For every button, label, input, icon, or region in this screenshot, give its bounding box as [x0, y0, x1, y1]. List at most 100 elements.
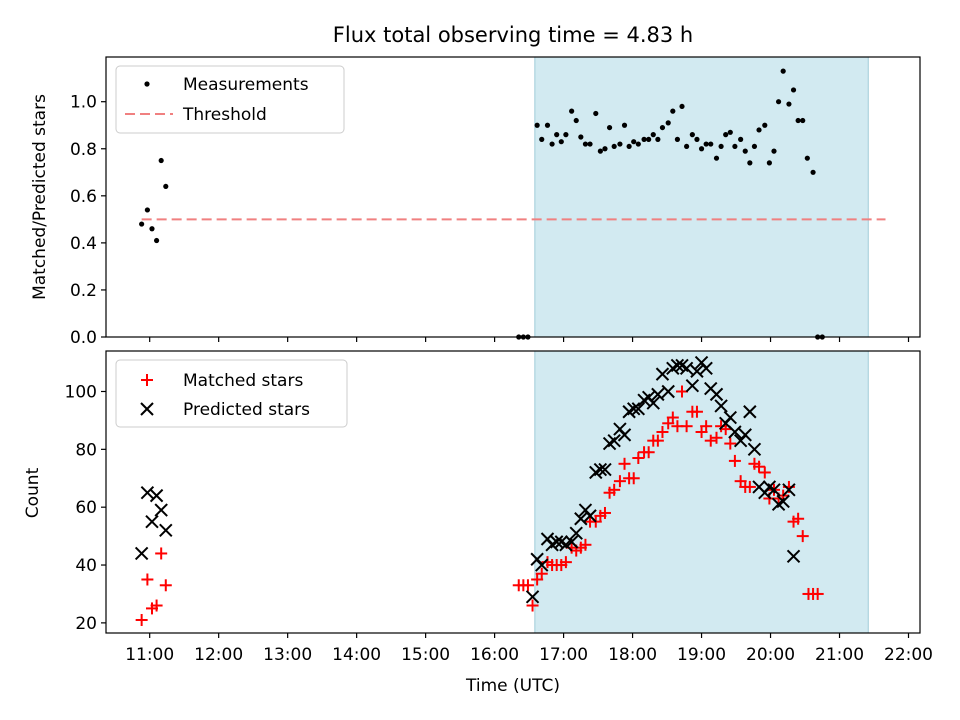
legend-marker-measurements: [144, 81, 150, 87]
matched-star-point: [811, 587, 824, 600]
predicted-star-point: [525, 590, 540, 604]
measurement-point: [617, 141, 623, 147]
x-tick-label: 21:00: [815, 645, 864, 665]
measurement-point: [698, 146, 705, 152]
predicted-star-point: [564, 535, 579, 549]
measurement-point: [771, 148, 777, 154]
predicted-star-point: [699, 361, 713, 376]
ratio-panel: 0.0 0.2 0.4 0.6 0.8 1.0 Matched/Predicted sta…: [30, 56, 921, 348]
predicted-star-point: [646, 396, 660, 410]
x-tick-label: 14:00: [332, 645, 381, 665]
matched-star-point: [526, 599, 539, 612]
predicted-star-point: [154, 503, 168, 517]
predicted-stars-points: [134, 355, 801, 604]
predicted-star-point: [569, 526, 583, 540]
matched-star-point: [632, 452, 645, 465]
predicted-star-point: [149, 488, 164, 503]
y-tick-label: 0.4: [70, 234, 97, 254]
legend: Measurements Threshold: [115, 65, 345, 134]
predicted-star-point: [651, 387, 665, 402]
x-axis-ticks: 11:00 12:00 13:00 14:00 15:00 16:00 17:00 18:00…: [125, 633, 933, 665]
matched-star-point: [135, 613, 148, 626]
measurement-point: [626, 143, 632, 150]
x-tick-label: 22:00: [884, 645, 933, 665]
matched-star-point: [700, 420, 713, 433]
matched-star-point: [796, 530, 809, 543]
measurement-point: [810, 169, 816, 175]
predicted-star-point: [593, 462, 608, 477]
measurement-point: [139, 221, 145, 227]
observing-span: [534, 56, 869, 338]
predicted-star-point: [728, 425, 742, 439]
measurement-point: [751, 143, 758, 150]
measurement-point: [747, 160, 753, 166]
x-tick-label: 12:00: [194, 645, 243, 665]
measurement-point: [804, 155, 810, 161]
y-tick-label: 40: [75, 556, 97, 576]
measurement-point: [597, 148, 603, 154]
measurement-point: [703, 141, 709, 147]
measurement-point: [631, 139, 637, 145]
matched-star-point: [753, 460, 766, 473]
measurement-point: [674, 136, 681, 142]
matched-star-point: [613, 475, 626, 488]
predicted-star-point: [607, 433, 621, 448]
measurement-point: [569, 108, 575, 114]
predicted-star-point: [723, 410, 738, 425]
legend-label-measurements: Measurements: [183, 75, 309, 95]
x-axis-label: Time (UTC): [465, 676, 560, 696]
measurement-point: [780, 68, 786, 74]
measurement-point: [611, 143, 617, 150]
predicted-star-point: [767, 483, 781, 497]
measurement-point: [694, 136, 700, 142]
figure-title: Flux total observing time = 4.83 h: [333, 23, 693, 47]
matched-star-point: [792, 512, 805, 525]
predicted-star-point: [535, 558, 549, 572]
measurement-point: [153, 237, 160, 244]
x-tick-label: 15:00: [401, 645, 450, 665]
count-panel: 20 40 60 80 100 11:00 12:00 13:00 14:00 15:00 16:…: [23, 350, 933, 696]
predicted-star-point: [709, 387, 724, 402]
observing-span: [534, 350, 869, 634]
measurement-point: [563, 132, 569, 138]
matched-star-point: [656, 425, 669, 438]
matched-star-point: [719, 423, 732, 436]
predicted-star-point: [598, 462, 612, 477]
measurement-point: [158, 157, 164, 164]
measurement-point: [534, 122, 540, 128]
x-tick-label: 18:00: [608, 645, 657, 665]
legend-marker-matched: [141, 374, 153, 386]
predicted-star-point: [786, 549, 801, 564]
measurement-point: [578, 134, 584, 140]
measurement-point: [800, 117, 806, 124]
legend-label-predicted: Predicted stars: [183, 400, 310, 420]
matched-star-point: [608, 483, 621, 496]
predicted-star-point: [747, 442, 762, 457]
predicted-star-point: [627, 402, 641, 416]
legend-marker-predicted: [140, 402, 154, 416]
predicted-star-point: [670, 358, 685, 373]
predicted-star-point: [714, 399, 728, 413]
measurement-point: [646, 136, 652, 142]
x-tick-label: 11:00: [125, 645, 174, 665]
matched-star-point: [676, 385, 689, 398]
measurement-point: [742, 148, 748, 154]
y-tick-label: 0.0: [70, 328, 97, 348]
measurement-point: [582, 141, 589, 147]
x-tick-label: 19:00: [677, 645, 726, 665]
matched-star-point: [743, 480, 756, 493]
predicted-star-point: [782, 483, 796, 497]
matched-star-point: [535, 567, 548, 580]
predicted-star-point: [574, 512, 588, 526]
measurement-point: [795, 117, 801, 124]
matched-star-point: [728, 454, 741, 467]
matched-stars-points: [135, 385, 824, 626]
matched-star-point: [559, 556, 572, 569]
x-tick-label: 20:00: [746, 645, 795, 665]
measurement-point: [641, 136, 647, 142]
measurement-point: [149, 226, 155, 232]
measurement-point: [718, 143, 724, 150]
measurement-point: [684, 143, 690, 150]
measurement-point: [606, 124, 613, 131]
